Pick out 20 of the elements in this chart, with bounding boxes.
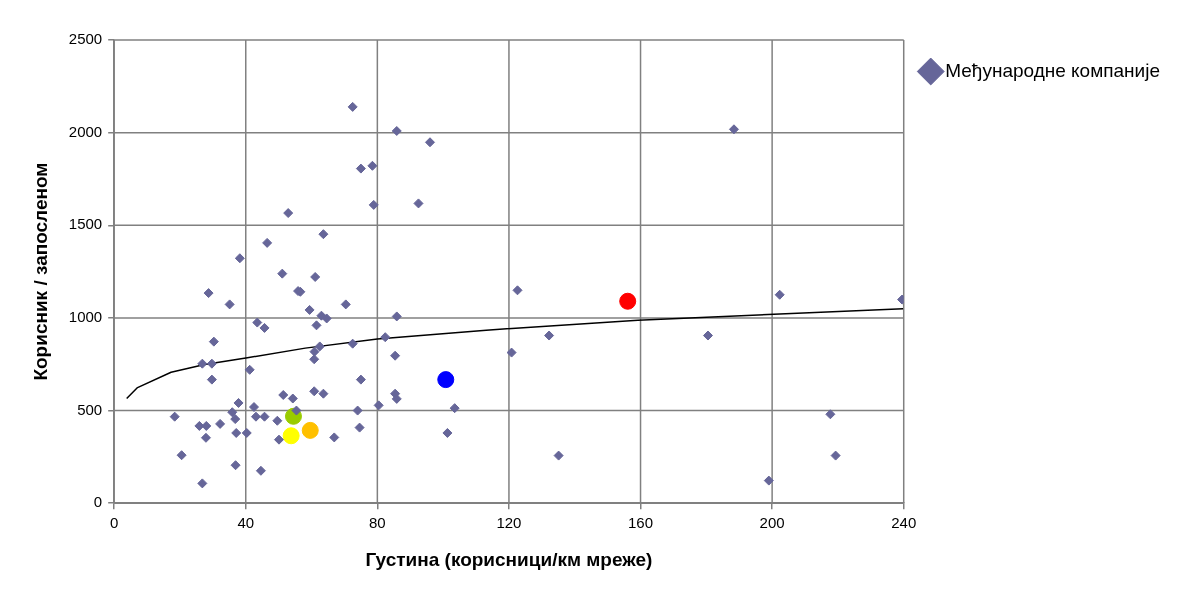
y-tick-label: 2500: [68, 30, 103, 48]
x-tick-label: 160: [628, 514, 654, 532]
y-axis-title: Корисник / запосленом: [29, 162, 51, 381]
x-tick-label: 0: [110, 514, 119, 532]
y-tick-label: 1500: [68, 215, 103, 233]
point: [301, 421, 319, 439]
point: [619, 292, 637, 310]
x-tick-label: 120: [496, 514, 522, 532]
x-tick-label: 80: [369, 514, 386, 532]
legend-label: Међународне компаније: [945, 59, 1160, 81]
y-tick-label: 1000: [68, 308, 103, 326]
x-tick-label: 40: [237, 514, 255, 532]
y-tick-label: 2000: [68, 122, 103, 140]
x-tick-label: 240: [891, 514, 917, 532]
point: [282, 427, 300, 445]
y-tick-label: 500: [77, 400, 103, 418]
y-tick-label: 0: [93, 493, 103, 511]
point: [437, 371, 455, 389]
x-axis-title: Густина (корисници/км мреже): [365, 548, 653, 570]
x-tick-label: 200: [759, 514, 785, 532]
